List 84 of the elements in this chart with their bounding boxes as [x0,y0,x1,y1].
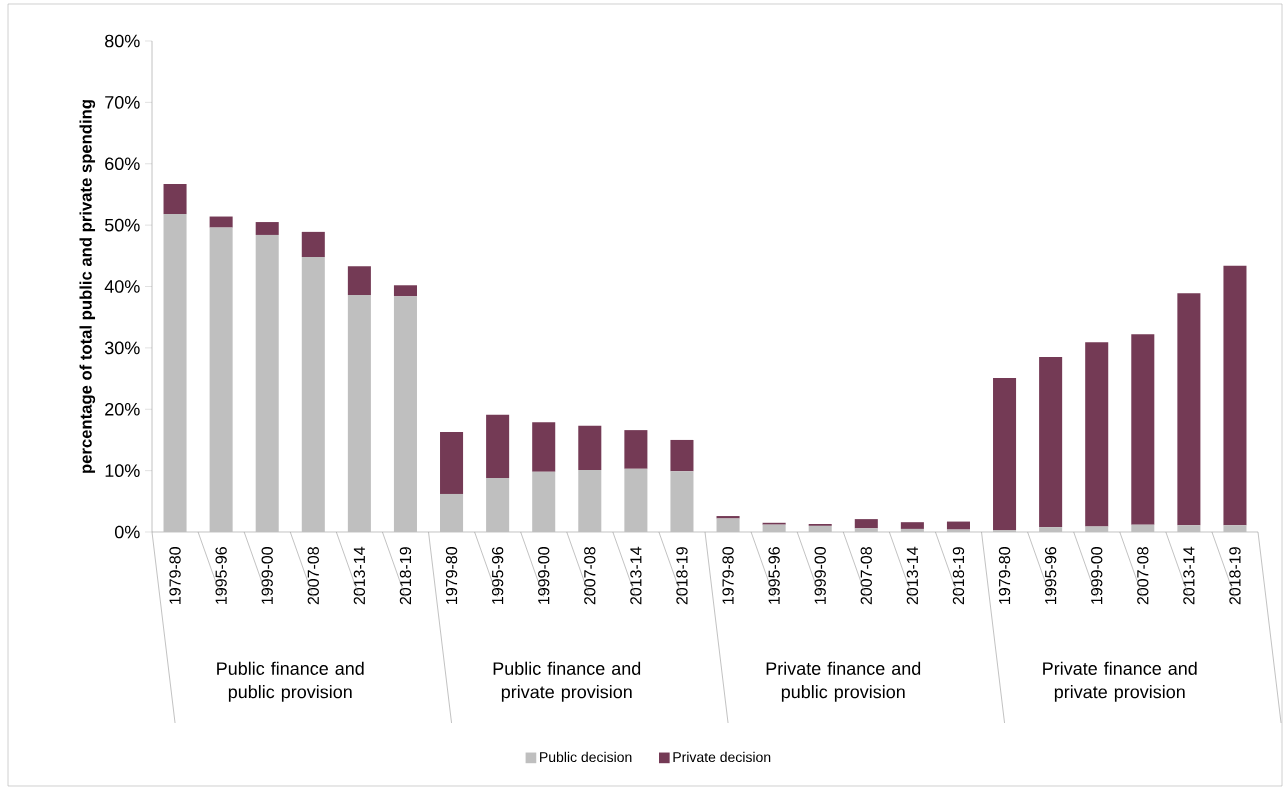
bar [163,184,187,215]
x-tick-label: 2018-19 [952,547,965,605]
bar [1085,342,1109,527]
bar [209,216,233,228]
x-tick-label: 2007-08 [584,547,596,605]
x-tick-label: 2013-14 [353,546,366,605]
x-tick-label: 2007-08 [860,547,872,605]
legend-label: Public decision [540,751,632,763]
bar [440,493,464,532]
y-axis-title: percentage of total public and private spending [79,100,96,473]
bar [578,470,602,532]
bar [854,528,878,532]
bar [808,525,832,532]
x-tick-label: 1999-00 [538,547,550,604]
bar [716,518,740,532]
bar [393,296,417,532]
bar [301,231,325,258]
bar [854,519,878,529]
bar [1177,525,1201,532]
x-tick-label: 1995-96 [491,547,504,604]
bar [163,214,187,532]
x-tick-label: 1979-80 [722,547,734,604]
x-tick-label: 1999-00 [1091,547,1103,604]
y-tick-label: 50% [104,218,140,232]
x-tick-label: 1979-80 [169,547,181,604]
x-tick-label: 2007-08 [307,547,319,605]
bar [440,431,464,494]
x-tick-label: 2018-19 [399,547,412,605]
bar [624,468,648,532]
bar [1177,293,1201,526]
y-tick-label: 10% [105,464,140,477]
bar [578,425,602,471]
bar [1223,265,1247,526]
bar [347,295,371,532]
bar [532,471,556,532]
bar [946,521,970,530]
bar [900,522,924,529]
x-tick-label: 1979-80 [998,547,1011,604]
bar [1131,334,1155,525]
bar [1085,526,1109,532]
x-tick-label: 2013-14 [906,546,919,605]
bar [624,430,648,469]
x-tick-label: 1995-96 [1044,547,1057,604]
bar [1039,527,1063,532]
bar [900,528,924,532]
y-tick-label: 80% [105,34,140,48]
legend-label: Private decision [673,751,771,763]
bar [762,524,786,532]
x-tick-label: 2007-08 [1137,547,1149,605]
y-tick-label: 70% [105,96,140,109]
x-tick-label: 1979-80 [445,547,458,604]
y-tick-label: 20% [105,402,140,416]
bar [255,234,279,532]
bar [347,266,371,296]
bar [716,516,740,519]
bar [993,377,1017,531]
y-tick-label: 60% [105,157,140,171]
bar [486,477,510,532]
bar [255,222,279,235]
text: Public finance and private provision [493,661,641,702]
x-tick-label: 1995-96 [768,547,780,604]
text: Public finance and public provision [217,661,364,702]
text: Private finance and public provision [766,661,921,702]
x-tick-label: 2018-19 [1229,547,1241,605]
x-tick-label: 1995-96 [215,547,227,604]
bar [1039,357,1063,528]
bar [393,285,417,297]
y-tick-label: 40% [104,280,140,293]
bar [301,257,325,532]
x-tick-label: 2013-14 [630,546,642,605]
bar [209,227,233,532]
bar [670,439,694,472]
bar [1131,524,1155,532]
text: Private finance and private provision [1043,661,1197,702]
bar [670,471,694,532]
x-tick-label: 2013-14 [1183,546,1195,605]
x-tick-label: 1999-00 [261,547,273,604]
bar [486,414,510,478]
x-tick-label: 2018-19 [676,547,688,605]
bar [532,422,556,472]
x-tick-label: 1999-00 [814,547,826,604]
bar [1223,525,1247,532]
y-tick-label: 0% [114,525,140,539]
y-tick-label: 30% [104,341,140,355]
